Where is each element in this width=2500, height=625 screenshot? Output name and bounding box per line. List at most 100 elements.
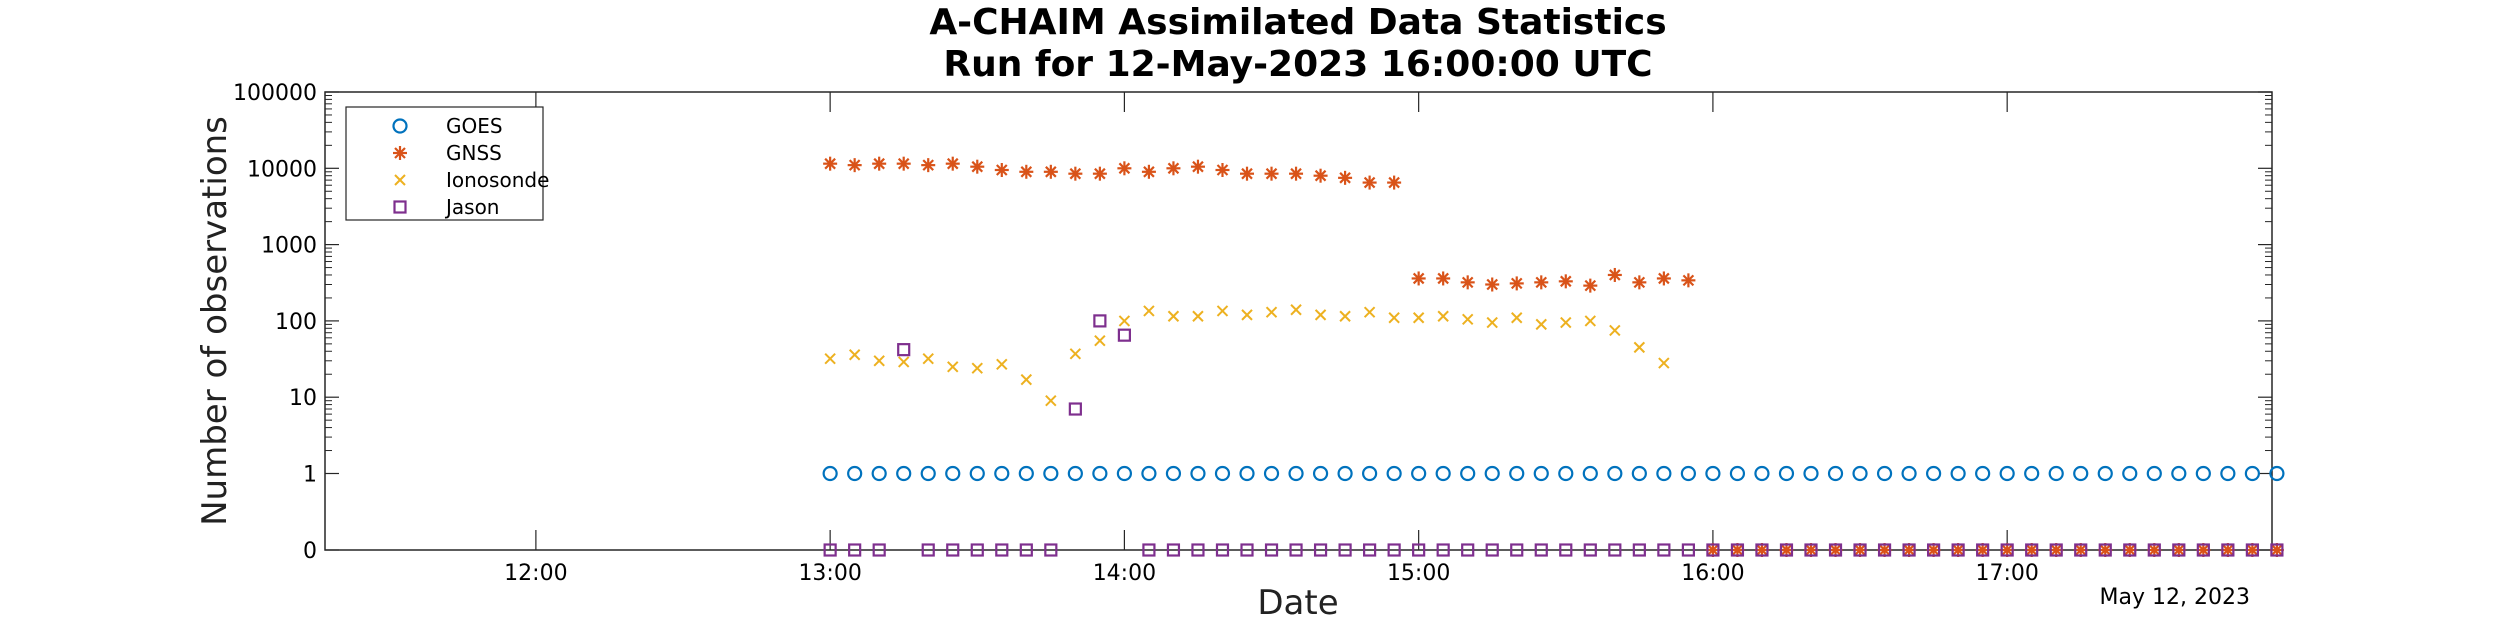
gnss-point [994,162,1009,177]
goes-point [1190,465,1206,482]
goes-point [1876,465,1893,482]
gnss-point [1411,271,1426,286]
jason-point [1853,543,1867,557]
gnss-point [1264,166,1279,181]
x-axis: 12:00 13:00 14:00 15:00 16:00 17:00 [504,92,2039,586]
legend-marker-jason [393,200,407,214]
y-tick-label: 0 [303,539,317,564]
jason-point [1976,543,1990,557]
ionosonde-point [1609,324,1621,337]
legend-marker-gnss [393,146,407,160]
goes-point [822,465,838,482]
ionosonde-point [1045,394,1057,407]
y-tick-label: 1000 [261,234,317,259]
jason-point [1877,543,1892,557]
jason-point [1461,543,1475,557]
jason-point [2221,543,2235,557]
ionosonde-point [1290,304,1302,316]
goes-point [1631,465,1647,482]
jason-point [2000,543,2014,557]
gnss-point [872,156,887,171]
gnss-point [1289,166,1304,181]
ionosonde-point [947,361,959,373]
goes-point [2097,465,2113,482]
ionosonde-point [1535,318,1547,331]
gnss-point [1681,273,1696,288]
ionosonde-point [996,358,1008,370]
data-marks [822,156,2285,557]
legend-box [345,106,544,221]
gnss-point [847,158,862,173]
jason-point [1019,543,1033,557]
goes-point [2220,465,2236,482]
goes-point [2171,465,2187,482]
goes-point [1999,465,2015,482]
gnss-point [1190,159,1205,174]
jason-point [848,543,862,557]
jason-point [1436,543,1450,557]
ionosonde-point [1437,310,1449,322]
x-tick-label: 16:00 [1681,561,1744,586]
jason-point [1338,543,1352,557]
jason-point [2074,543,2088,557]
series-goes [822,465,2285,482]
gnss-point [1509,276,1524,291]
ionosonde-point [1069,348,1082,360]
ionosonde-point [1143,305,1155,317]
goes-point [2122,465,2138,482]
goes-point [1165,465,1182,482]
jason-point [1313,543,1328,557]
goes-point [920,465,936,482]
goes-point [1484,465,1500,482]
jason-point [1289,543,1303,557]
gnss-point [1558,274,1573,289]
goes-point [1092,465,1108,482]
goes-point [1067,465,1083,482]
goes-point [2048,465,2064,482]
ionosonde-point [1633,341,1646,354]
jason-point [1412,543,1426,557]
jason-point [2196,543,2210,557]
ionosonde-point [1461,313,1474,325]
goes-point [1607,465,1623,482]
jason-point [1608,543,1622,557]
jason-point [1730,543,1745,557]
x-tick-label: 12:00 [504,561,567,586]
jason-point [872,543,886,557]
ionosonde-point [1363,306,1376,318]
legend-label: Ionosonde [446,168,549,192]
jason-point [1657,543,1671,557]
goes-point [1214,465,1231,482]
gnss-point [1117,161,1132,176]
legend: GOES GNSS Ionosonde Jason [345,106,549,221]
goes-point [2195,465,2211,482]
goes-point [1950,465,1966,482]
gnss-point [1583,278,1598,293]
jason-point [1927,543,1941,557]
gnss-point [1632,275,1647,290]
goes-point [1116,465,1132,482]
goes-point [1901,465,1917,482]
x-tick-label: 13:00 [798,561,861,586]
goes-point [969,465,985,482]
ionosonde-point [848,349,861,361]
ionosonde-point [1192,310,1204,322]
goes-point [1043,465,1059,482]
gnss-point [1092,166,1107,181]
legend-marker-ionosonde [394,174,406,186]
ionosonde-point [1486,316,1498,329]
gnss-point [823,156,838,171]
jason-point [1951,543,1965,557]
goes-point [1533,465,1549,482]
jason-point [1264,543,1279,557]
goes-point [1018,465,1034,482]
ionosonde-point [1658,357,1670,369]
ionosonde-point [897,356,910,368]
jason-point [995,543,1009,557]
goes-point [1411,465,1427,482]
gnss-point [1338,170,1353,185]
gnss-point [1460,275,1475,290]
jason-point [1363,543,1377,557]
jason-point [1510,543,1524,557]
